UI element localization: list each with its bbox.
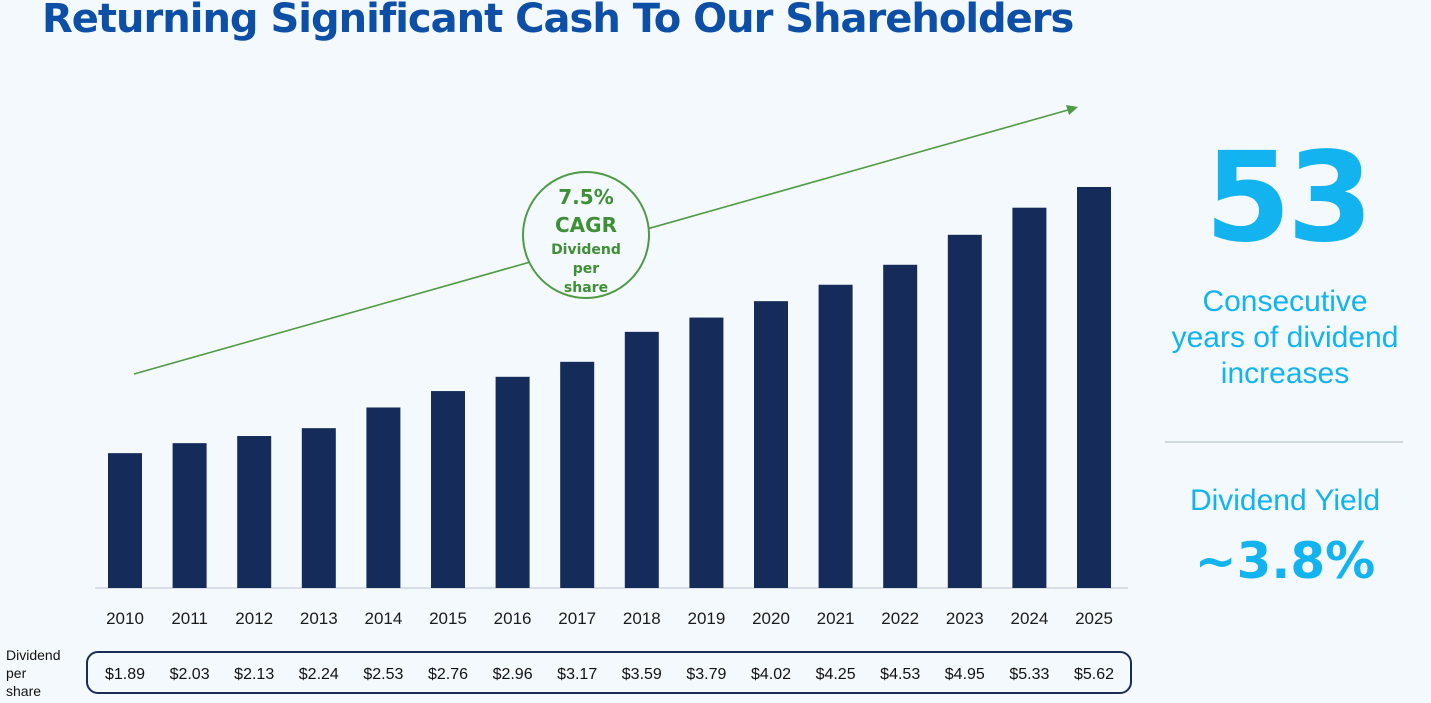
cagr-sub-line: per (572, 261, 600, 277)
yield-value: ~3.8% (1194, 532, 1376, 590)
x-tick-label: 2017 (558, 609, 596, 628)
dividend-value-label: $4.25 (816, 666, 856, 683)
bar-2017 (560, 361, 595, 588)
x-tick-label: 2018 (623, 609, 661, 628)
x-tick-label: 2024 (1010, 609, 1048, 628)
dividend-value-label: $2.96 (493, 666, 533, 683)
bar-2010 (108, 453, 142, 588)
x-tick-label: 2021 (817, 609, 855, 628)
bar-2011 (172, 443, 207, 588)
dividend-value-label: $2.76 (428, 666, 468, 683)
dividend-values-box (86, 651, 1132, 694)
bar-2014 (366, 407, 401, 588)
dividend-value-label: $5.62 (1074, 666, 1114, 683)
cagr-badge: 7.5% CAGR Dividend per share (522, 171, 650, 299)
bar-2025 (1077, 187, 1111, 588)
side-divider (1165, 441, 1403, 443)
dividend-value-label: $2.03 (170, 666, 210, 683)
bar-2022 (883, 264, 918, 588)
x-tick-label: 2014 (364, 609, 402, 628)
streak-number: 53 (1204, 126, 1374, 270)
dividend-value-label: $4.95 (945, 666, 985, 683)
x-tick-label: 2012 (235, 609, 273, 628)
bar-2021 (818, 284, 853, 588)
x-tick-label: 2016 (494, 609, 532, 628)
dividend-value-label: $2.53 (363, 666, 403, 683)
dividend-row-label-line: per (6, 665, 27, 681)
x-tick-label: 2022 (881, 609, 919, 628)
cagr-label: CAGR (555, 213, 617, 237)
x-tick-label: 2010 (106, 609, 144, 628)
dividend-value-label: $4.53 (880, 666, 920, 683)
dividend-value-label: $3.17 (557, 666, 597, 683)
streak-label-line: Consecutive (1202, 285, 1368, 318)
bar-2012 (237, 436, 272, 588)
x-tick-label: 2013 (300, 609, 338, 628)
cagr-sublabel: Dividend per share (544, 241, 628, 298)
x-tick-label: 2015 (429, 609, 467, 628)
cagr-sub-line: share (563, 280, 609, 296)
dividend-value-label: $2.13 (234, 666, 274, 683)
bar-2013 (301, 428, 336, 588)
x-tick-label: 2019 (687, 609, 725, 628)
cagr-percent: 7.5% (558, 185, 614, 209)
bar-2024 (1012, 207, 1047, 588)
x-tick-label: 2011 (171, 609, 208, 628)
x-tick-label: 2023 (946, 609, 984, 628)
x-tick-label: 2020 (752, 609, 790, 628)
bar-2020 (754, 301, 788, 588)
x-tick-label: 2025 (1075, 609, 1113, 628)
dividend-value-label: $5.33 (1009, 666, 1049, 683)
bar-2019 (689, 317, 724, 588)
bar-2015 (431, 391, 465, 588)
dividend-row-label-line: Dividend (6, 647, 61, 663)
cagr-sub-line: Dividend (551, 242, 621, 258)
streak-label-line: increases (1220, 357, 1350, 390)
bar-2018 (624, 331, 659, 588)
dividend-value-label: $3.79 (686, 666, 726, 683)
dividend-value-label: $4.02 (751, 666, 791, 683)
yield-label: Dividend Yield (1189, 484, 1381, 517)
streak-label: Consecutive years of dividend increases (1140, 284, 1430, 392)
dividend-value-label: $3.59 (622, 666, 662, 683)
dividend-row-label: Dividend per share (6, 646, 60, 700)
dividend-value-label: $2.24 (299, 666, 339, 683)
trend-arrowhead-icon (1066, 105, 1078, 115)
dividend-row-label-line: share (6, 683, 42, 699)
bar-2023 (947, 234, 982, 589)
dividend-value-label: $1.89 (105, 666, 145, 683)
page-title: Returning Significant Cash To Our Shareh… (42, 0, 1074, 42)
bar-2016 (495, 376, 530, 588)
streak-label-line: years of dividend (1171, 321, 1399, 354)
